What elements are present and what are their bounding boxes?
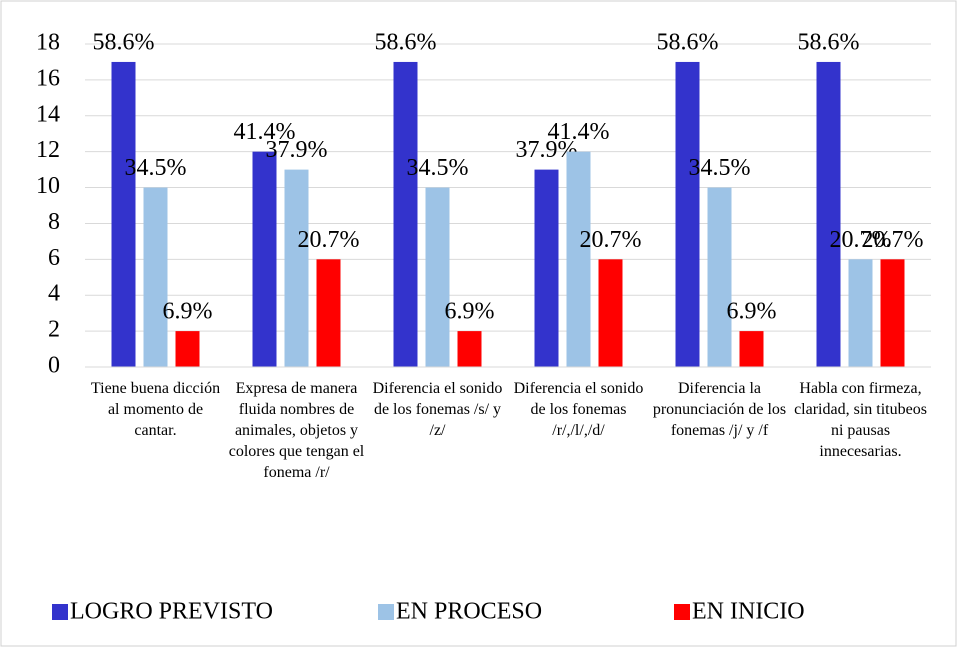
bar	[425, 187, 450, 367]
value-label: 41.4%	[548, 119, 610, 145]
value-label: 41.4%	[234, 119, 296, 145]
y-tick-label: 14	[36, 101, 60, 127]
value-label: 58.6%	[375, 29, 437, 55]
bar	[284, 169, 309, 367]
value-label: 58.6%	[657, 29, 719, 55]
y-tick-label: 12	[36, 137, 60, 163]
y-tick-label: 2	[48, 317, 60, 343]
value-label: 20.7%	[862, 227, 924, 253]
value-label: 20.7%	[298, 227, 360, 253]
bar	[566, 151, 591, 367]
x-tick-label: Tiene buena dicción al momento de cantar…	[90, 380, 221, 439]
x-tick-label: Habla con firmeza, claridad, sin titubeo…	[794, 380, 927, 460]
bar	[707, 187, 732, 367]
y-tick-label: 18	[36, 30, 60, 56]
bar	[534, 169, 559, 367]
bar	[175, 331, 200, 367]
y-tick-label: 10	[36, 173, 60, 199]
bar	[316, 259, 341, 367]
y-tick-label: 16	[36, 65, 60, 91]
bar	[598, 259, 623, 367]
bar	[143, 187, 168, 367]
value-label: 6.9%	[445, 299, 495, 325]
bar	[675, 61, 700, 367]
legend-label: EN INICIO	[692, 599, 805, 625]
y-tick-label: 8	[48, 209, 60, 235]
legend-swatch	[378, 604, 394, 620]
y-tick-label: 6	[48, 245, 60, 271]
x-tick-label: Expresa de manera fluida nombres de anim…	[228, 380, 365, 481]
value-label: 20.7%	[580, 227, 642, 253]
y-tick-label: 4	[48, 281, 60, 307]
value-label: 37.9%	[266, 137, 328, 163]
bar	[739, 331, 764, 367]
value-label: 6.9%	[727, 299, 777, 325]
value-label: 58.6%	[798, 29, 860, 55]
value-label: 20.7%	[830, 227, 892, 253]
bar	[848, 259, 873, 367]
x-tick-label: Diferencia el sonido de los fonemas /r/,…	[513, 380, 644, 439]
value-label: 34.5%	[407, 155, 469, 181]
legend-label: LOGRO PREVISTO	[70, 599, 273, 625]
y-tick-label: 0	[48, 353, 60, 379]
value-label: 58.6%	[93, 29, 155, 55]
x-tick-label: Diferencia la pronunciación de los fonem…	[652, 380, 787, 439]
legend-label: EN PROCESO	[396, 599, 542, 625]
value-label: 34.5%	[125, 155, 187, 181]
legend-swatch	[52, 604, 68, 620]
bar	[880, 259, 905, 367]
bar	[816, 61, 841, 367]
bar	[393, 61, 418, 367]
legend-swatch	[674, 604, 690, 620]
value-label: 34.5%	[689, 155, 751, 181]
bar	[457, 331, 482, 367]
bar	[111, 61, 136, 367]
bar	[252, 151, 277, 367]
x-tick-label: Diferencia el sonido de los fonemas /s/ …	[372, 380, 503, 439]
value-label: 6.9%	[163, 299, 213, 325]
